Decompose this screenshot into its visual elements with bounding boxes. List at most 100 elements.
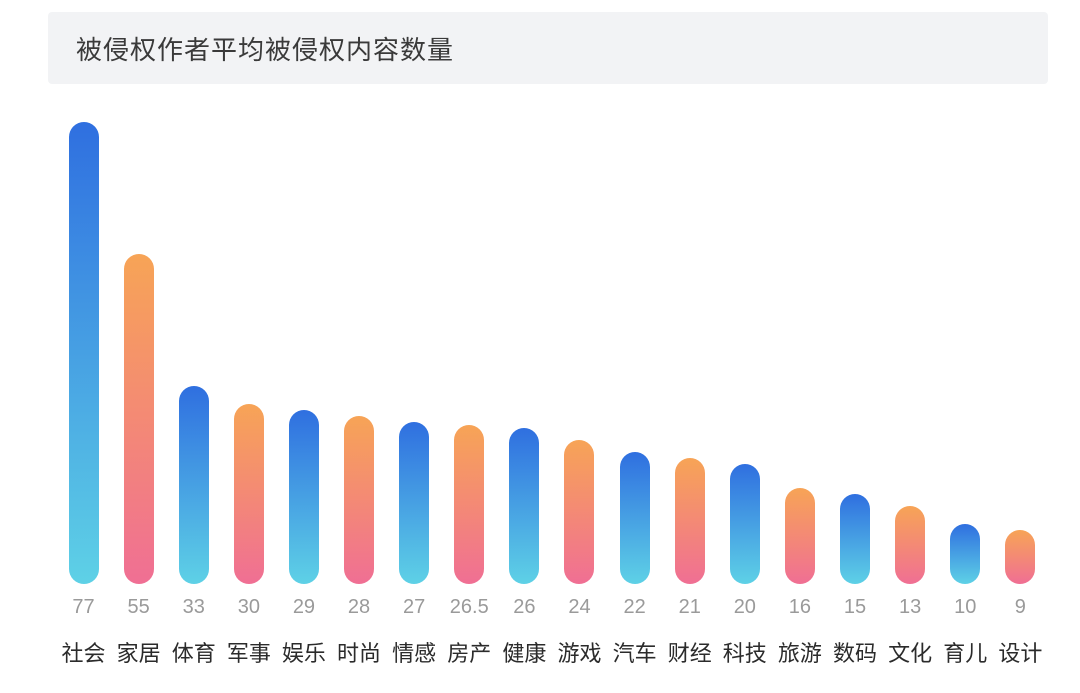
category-label: 时尚	[332, 636, 387, 668]
category-text: 军事	[227, 641, 271, 666]
category-label: 社会	[56, 636, 111, 668]
category-label: 娱乐	[276, 636, 331, 668]
bar-slot	[993, 104, 1048, 584]
bar	[289, 410, 319, 584]
category-label: 旅游	[772, 636, 827, 668]
value-text: 21	[679, 596, 701, 618]
bar-slot	[772, 104, 827, 584]
bar-slot	[276, 104, 331, 584]
bar	[564, 440, 594, 584]
bar	[1005, 530, 1035, 584]
bar	[840, 494, 870, 584]
bar-slot	[607, 104, 662, 584]
value-text: 24	[568, 596, 590, 618]
bar-slot	[883, 104, 938, 584]
category-label: 家居	[111, 636, 166, 668]
category-text: 时尚	[337, 641, 381, 666]
value-text: 27	[403, 596, 425, 618]
bar-slot	[221, 104, 276, 584]
category-label: 体育	[166, 636, 221, 668]
value-text: 26.5	[450, 596, 489, 618]
value-text: 22	[623, 596, 645, 618]
category-label: 健康	[497, 636, 552, 668]
bar	[730, 464, 760, 584]
value-label: 26	[497, 596, 552, 619]
chart-plot-area	[56, 104, 1048, 584]
chart-title-bar: 被侵权作者平均被侵权内容数量	[48, 12, 1048, 84]
value-label: 21	[662, 596, 717, 619]
bar	[895, 506, 925, 584]
category-text: 设计	[998, 641, 1042, 666]
bar	[950, 524, 980, 584]
value-text: 16	[789, 596, 811, 618]
bar-slot	[662, 104, 717, 584]
value-text: 26	[513, 596, 535, 618]
value-label: 27	[387, 596, 442, 619]
value-label: 13	[883, 596, 938, 619]
category-text: 游戏	[557, 641, 601, 666]
category-text: 文化	[888, 641, 932, 666]
value-label: 10	[938, 596, 993, 619]
value-label: 28	[332, 596, 387, 619]
value-label: 15	[828, 596, 883, 619]
value-label: 33	[166, 596, 221, 619]
value-text: 20	[734, 596, 756, 618]
bar-slot	[938, 104, 993, 584]
category-text: 体育	[172, 641, 216, 666]
category-text: 旅游	[778, 641, 822, 666]
value-text: 29	[293, 596, 315, 618]
bar	[179, 386, 209, 584]
bar-slot	[828, 104, 883, 584]
category-text: 数码	[833, 641, 877, 666]
bar-slot	[497, 104, 552, 584]
category-text: 财经	[668, 641, 712, 666]
category-text: 科技	[723, 641, 767, 666]
bar-slot	[111, 104, 166, 584]
value-label: 22	[607, 596, 662, 619]
category-label: 房产	[442, 636, 497, 668]
category-label: 科技	[717, 636, 772, 668]
value-label: 55	[111, 596, 166, 619]
category-labels-row: 社会家居体育军事娱乐时尚情感房产健康游戏汽车财经科技旅游数码文化育儿设计	[56, 636, 1048, 668]
category-text: 育儿	[943, 641, 987, 666]
value-text: 55	[127, 596, 149, 618]
category-text: 情感	[392, 641, 436, 666]
value-text: 10	[954, 596, 976, 618]
bar-slot	[552, 104, 607, 584]
category-text: 房产	[447, 641, 491, 666]
bar	[785, 488, 815, 584]
category-text: 社会	[61, 641, 105, 666]
bar-slot	[717, 104, 772, 584]
category-label: 汽车	[607, 636, 662, 668]
chart-title: 被侵权作者平均被侵权内容数量	[76, 30, 454, 67]
category-label: 设计	[993, 636, 1048, 668]
category-label: 军事	[221, 636, 276, 668]
category-label: 情感	[387, 636, 442, 668]
value-labels-row: 77 55 33 30 29 28 27 26.5 26 24 22 21 20 16 15 13 10 9	[56, 596, 1048, 619]
value-text: 33	[183, 596, 205, 618]
bar	[509, 428, 539, 584]
bar	[344, 416, 374, 584]
value-text: 30	[238, 596, 260, 618]
category-text: 娱乐	[282, 641, 326, 666]
category-label: 文化	[883, 636, 938, 668]
value-text: 28	[348, 596, 370, 618]
value-label: 26.5	[442, 596, 497, 619]
bar	[69, 122, 99, 584]
bar	[675, 458, 705, 584]
value-label: 16	[772, 596, 827, 619]
value-text: 77	[72, 596, 94, 618]
category-text: 健康	[502, 641, 546, 666]
value-label: 20	[717, 596, 772, 619]
value-label: 24	[552, 596, 607, 619]
bar	[620, 452, 650, 584]
value-text: 15	[844, 596, 866, 618]
category-text: 汽车	[613, 641, 657, 666]
value-label: 9	[993, 596, 1048, 619]
value-label: 29	[276, 596, 331, 619]
bar-slot	[387, 104, 442, 584]
category-label: 育儿	[938, 636, 993, 668]
value-label: 77	[56, 596, 111, 619]
bar	[399, 422, 429, 584]
category-label: 游戏	[552, 636, 607, 668]
